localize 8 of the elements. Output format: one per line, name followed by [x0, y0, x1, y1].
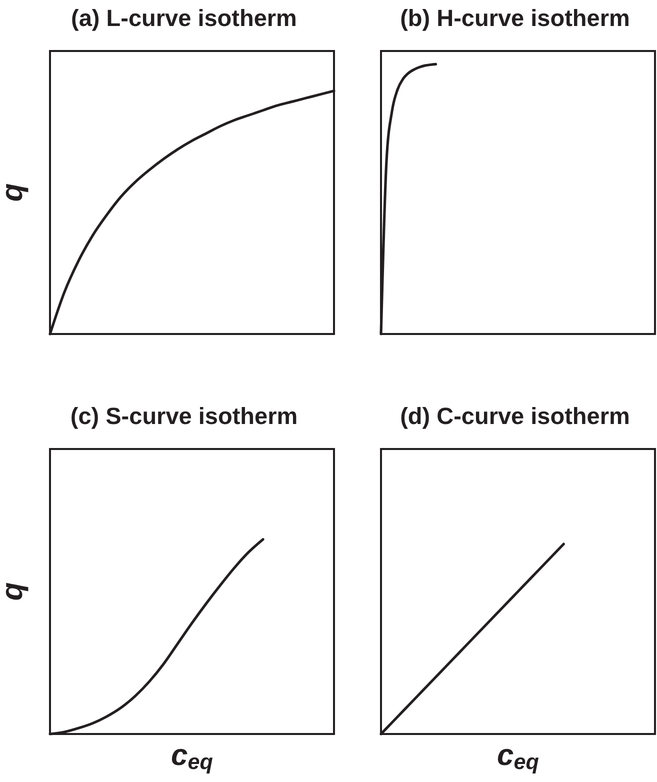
x-axis-title: c$_{eq}$: [171, 739, 213, 774]
chart-title: (c) S-curve isotherm: [70, 403, 298, 429]
chart-title: (b) H-curve isotherm: [400, 5, 630, 31]
x-axis-title: c$_{eq}$: [497, 739, 539, 774]
y-axis-title: q: [0, 183, 29, 202]
chart-title: (a) L-curve isotherm: [71, 5, 297, 31]
y-axis-title: q: [0, 582, 29, 601]
chart-title: (d) C-curve isotherm: [400, 403, 630, 429]
